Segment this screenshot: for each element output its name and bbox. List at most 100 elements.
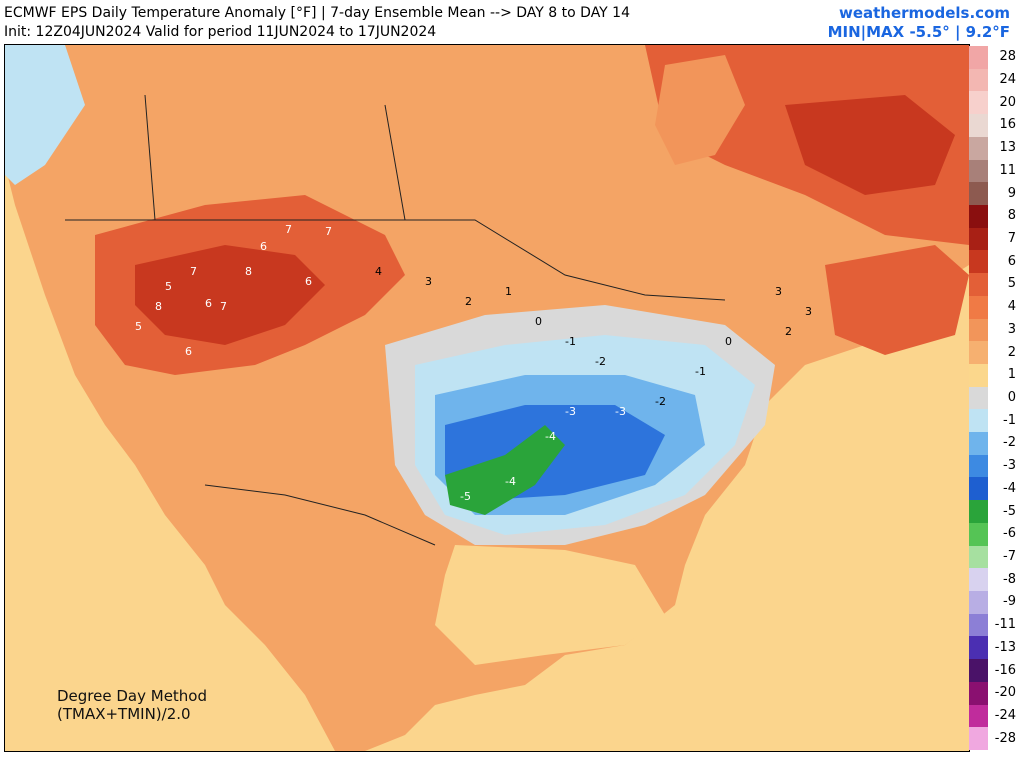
warm-max-west xyxy=(135,245,325,345)
anomaly-label: 3 xyxy=(775,285,782,298)
anomaly-label: 8 xyxy=(245,265,252,278)
anomaly-label: 7 xyxy=(325,225,332,238)
method-line-1: Degree Day Method xyxy=(57,687,208,705)
colorbar-tick-label: -20 xyxy=(994,685,1016,701)
anomaly-label: 4 xyxy=(375,265,382,278)
colorbar-tick-label: 5 xyxy=(1007,276,1016,292)
cool-max-region xyxy=(445,425,565,515)
colorbar-cell xyxy=(969,409,988,433)
colorbar-cell xyxy=(969,273,988,297)
colorbar xyxy=(969,46,988,751)
colorbar-cell xyxy=(969,114,988,138)
colorbar-tick-label: -11 xyxy=(994,617,1016,633)
header-left: ECMWF EPS Daily Temperature Anomaly [°F]… xyxy=(4,4,630,42)
anomaly-label: 3 xyxy=(805,305,812,318)
colorbar-tick-label: -6 xyxy=(1003,526,1016,542)
colorbar-cell xyxy=(969,136,988,161)
anomaly-label: 5 xyxy=(165,280,172,293)
anomaly-label: 6 xyxy=(260,240,267,253)
colorbar-tick-label: 4 xyxy=(1007,299,1016,315)
anomaly-label: -2 xyxy=(655,395,666,408)
anomaly-label: 0 xyxy=(725,335,732,348)
gulf-of-mexico xyxy=(435,545,665,665)
colorbar-cell xyxy=(969,182,988,206)
anomaly-label: 6 xyxy=(205,297,212,310)
method-line-2: (TMAX+TMIN)/2.0 xyxy=(57,705,191,723)
colorbar-cell xyxy=(969,681,988,706)
anomaly-label: 6 xyxy=(185,345,192,358)
colorbar-tick-label: -4 xyxy=(1003,480,1016,496)
colorbar-tick-label: -28 xyxy=(994,730,1016,746)
colorbar-cell xyxy=(969,318,988,342)
colorbar-tick-label: 11 xyxy=(999,162,1016,178)
anomaly-label: 2 xyxy=(465,295,472,308)
pacific-cool-strip xyxy=(5,45,85,185)
colorbar-tick-label: -13 xyxy=(994,639,1016,655)
chart-subtitle: Init: 12Z04JUN2024 Valid for period 11JU… xyxy=(4,24,437,40)
header-right: weathermodels.com MIN|MAX -5.5° | 9.2°F xyxy=(828,4,1010,42)
anomaly-label: -4 xyxy=(545,430,556,443)
chart-title: ECMWF EPS Daily Temperature Anomaly [°F]… xyxy=(4,5,631,21)
anomaly-label: 8 xyxy=(155,300,162,313)
anomaly-label: 0 xyxy=(535,315,542,328)
colorbar-tick-label: 8 xyxy=(1007,208,1016,224)
colorbar-tick-label: 6 xyxy=(1007,253,1016,269)
colorbar-tick-label: 9 xyxy=(1007,185,1016,201)
colorbar-cell xyxy=(969,613,988,637)
colorbar-cell xyxy=(969,363,988,388)
colorbar-tick-label: -16 xyxy=(994,662,1016,678)
warm-max-northeast xyxy=(785,95,955,195)
colorbar-tick-label: 20 xyxy=(999,94,1016,110)
colorbar-tick-label: 0 xyxy=(1007,390,1016,405)
anomaly-label-group: 7 6 8 7 6 5 6 7 7 5 6 8 4 3 2 1 0 -1 -2 … xyxy=(135,223,812,503)
warm-maritimes xyxy=(825,245,969,355)
colorbar-cell xyxy=(969,250,988,274)
colorbar-tick-label: -7 xyxy=(1003,548,1016,564)
colorbar-tick-label: 1 xyxy=(1007,367,1016,383)
anomaly-label: -5 xyxy=(460,490,471,503)
colorbar-cell xyxy=(969,204,988,229)
anomaly-label: 3 xyxy=(425,275,432,288)
anomaly-label: -2 xyxy=(595,355,606,368)
colorbar-cell xyxy=(969,386,988,410)
anomaly-label: 2 xyxy=(785,325,792,338)
colorbar-tick-label: -2 xyxy=(1003,435,1016,451)
colorbar-cell xyxy=(969,46,988,70)
anomaly-label: -4 xyxy=(505,475,516,488)
map-canvas: 7 6 8 7 6 5 6 7 7 5 6 8 4 3 2 1 0 -1 -2 … xyxy=(5,45,969,751)
anomaly-label: -3 xyxy=(615,405,626,418)
colorbar-tick-label: 13 xyxy=(999,140,1016,156)
colorbar-cell xyxy=(969,295,988,319)
colorbar-cell xyxy=(969,159,988,183)
colorbar-tick-label: 3 xyxy=(1007,321,1016,337)
colorbar-cell xyxy=(969,68,988,92)
colorbar-cell xyxy=(969,227,988,251)
colorbar-cell xyxy=(969,432,988,456)
colorbar-tick-label: 24 xyxy=(999,72,1016,88)
colorbar-cell xyxy=(969,341,988,365)
colorbar-cell xyxy=(969,545,988,569)
colorbar-cell xyxy=(969,591,988,615)
colorbar-tick-label: -5 xyxy=(1003,503,1016,519)
colorbar-tick-label: -9 xyxy=(1003,594,1016,610)
anomaly-label: -3 xyxy=(565,405,576,418)
colorbar-cell xyxy=(969,454,988,478)
colorbar-cell xyxy=(969,659,988,683)
colorbar-tick-label: 7 xyxy=(1007,231,1016,247)
colorbar-tick-label: -24 xyxy=(994,707,1016,723)
colorbar-cell xyxy=(969,704,988,728)
borders xyxy=(65,94,726,546)
anomaly-label: 7 xyxy=(220,300,227,313)
colorbar-cell xyxy=(969,727,988,751)
colorbar-tick-label: -8 xyxy=(1003,571,1016,587)
site-link[interactable]: weathermodels.com xyxy=(838,4,1010,22)
anomaly-label: 7 xyxy=(190,265,197,278)
anomaly-label: 6 xyxy=(305,275,312,288)
colorbar-tick-label: 28 xyxy=(999,49,1016,65)
colorbar-tick-label: -3 xyxy=(1003,458,1016,474)
hudson-bay xyxy=(655,55,745,165)
anomaly-label: -1 xyxy=(695,365,706,378)
colorbar-cell xyxy=(969,522,988,547)
colorbar-tick-label: -1 xyxy=(1003,412,1016,428)
colorbar-cell xyxy=(969,477,988,501)
